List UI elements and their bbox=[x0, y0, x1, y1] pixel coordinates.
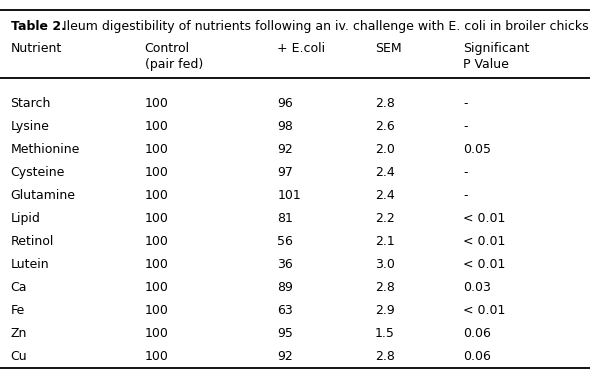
Text: -: - bbox=[463, 189, 468, 202]
Text: Methionine: Methionine bbox=[11, 143, 80, 156]
Text: Retinol: Retinol bbox=[11, 235, 54, 248]
Text: Glutamine: Glutamine bbox=[11, 189, 76, 202]
Text: 2.8: 2.8 bbox=[375, 350, 395, 363]
Text: 100: 100 bbox=[145, 120, 168, 133]
Text: P Value: P Value bbox=[463, 58, 509, 71]
Text: 100: 100 bbox=[145, 327, 168, 340]
Text: 101: 101 bbox=[277, 189, 301, 202]
Text: 63: 63 bbox=[277, 304, 293, 317]
Text: 0.05: 0.05 bbox=[463, 143, 491, 156]
Text: 0.06: 0.06 bbox=[463, 327, 491, 340]
Text: 2.0: 2.0 bbox=[375, 143, 395, 156]
Text: 2.6: 2.6 bbox=[375, 120, 394, 133]
Text: 2.1: 2.1 bbox=[375, 235, 394, 248]
Text: 2.8: 2.8 bbox=[375, 281, 395, 294]
Text: < 0.01: < 0.01 bbox=[463, 235, 506, 248]
Text: 92: 92 bbox=[277, 143, 293, 156]
Text: 100: 100 bbox=[145, 281, 168, 294]
Text: 0.06: 0.06 bbox=[463, 350, 491, 363]
Text: SEM: SEM bbox=[375, 42, 401, 55]
Text: 0.03: 0.03 bbox=[463, 281, 491, 294]
Text: Ca: Ca bbox=[11, 281, 27, 294]
Text: 89: 89 bbox=[277, 281, 293, 294]
Text: Control: Control bbox=[145, 42, 189, 55]
Text: 2.2: 2.2 bbox=[375, 212, 394, 225]
Text: Ileum digestibility of nutrients following an iv. challenge with E. coli in broi: Ileum digestibility of nutrients followi… bbox=[59, 20, 589, 33]
Text: 100: 100 bbox=[145, 235, 168, 248]
Text: 2.9: 2.9 bbox=[375, 304, 394, 317]
Text: Lutein: Lutein bbox=[11, 258, 49, 271]
Text: 2.4: 2.4 bbox=[375, 166, 394, 179]
Text: 100: 100 bbox=[145, 212, 168, 225]
Text: Zn: Zn bbox=[11, 327, 27, 340]
Text: 1.5: 1.5 bbox=[375, 327, 395, 340]
Text: Fe: Fe bbox=[11, 304, 25, 317]
Text: 100: 100 bbox=[145, 166, 168, 179]
Text: -: - bbox=[463, 166, 468, 179]
Text: 3.0: 3.0 bbox=[375, 258, 395, 271]
Text: 100: 100 bbox=[145, 350, 168, 363]
Text: Starch: Starch bbox=[11, 97, 51, 110]
Text: Table 2.: Table 2. bbox=[11, 20, 65, 33]
Text: 95: 95 bbox=[277, 327, 293, 340]
Text: Cysteine: Cysteine bbox=[11, 166, 65, 179]
Text: 2.8: 2.8 bbox=[375, 97, 395, 110]
Text: 96: 96 bbox=[277, 97, 293, 110]
Text: 36: 36 bbox=[277, 258, 293, 271]
Text: Lipid: Lipid bbox=[11, 212, 41, 225]
Text: Cu: Cu bbox=[11, 350, 27, 363]
Text: 81: 81 bbox=[277, 212, 293, 225]
Text: 92: 92 bbox=[277, 350, 293, 363]
Text: Nutrient: Nutrient bbox=[11, 42, 62, 55]
Text: < 0.01: < 0.01 bbox=[463, 258, 506, 271]
Text: < 0.01: < 0.01 bbox=[463, 212, 506, 225]
Text: + E.coli: + E.coli bbox=[277, 42, 326, 55]
Text: (pair fed): (pair fed) bbox=[145, 58, 203, 71]
Text: 100: 100 bbox=[145, 258, 168, 271]
Text: 100: 100 bbox=[145, 304, 168, 317]
Text: 100: 100 bbox=[145, 189, 168, 202]
Text: 100: 100 bbox=[145, 143, 168, 156]
Text: 56: 56 bbox=[277, 235, 293, 248]
Text: 100: 100 bbox=[145, 97, 168, 110]
Text: < 0.01: < 0.01 bbox=[463, 304, 506, 317]
Text: 98: 98 bbox=[277, 120, 293, 133]
Text: Significant: Significant bbox=[463, 42, 530, 55]
Text: -: - bbox=[463, 120, 468, 133]
Text: 2.4: 2.4 bbox=[375, 189, 394, 202]
Text: -: - bbox=[463, 97, 468, 110]
Text: 97: 97 bbox=[277, 166, 293, 179]
Text: Lysine: Lysine bbox=[11, 120, 50, 133]
